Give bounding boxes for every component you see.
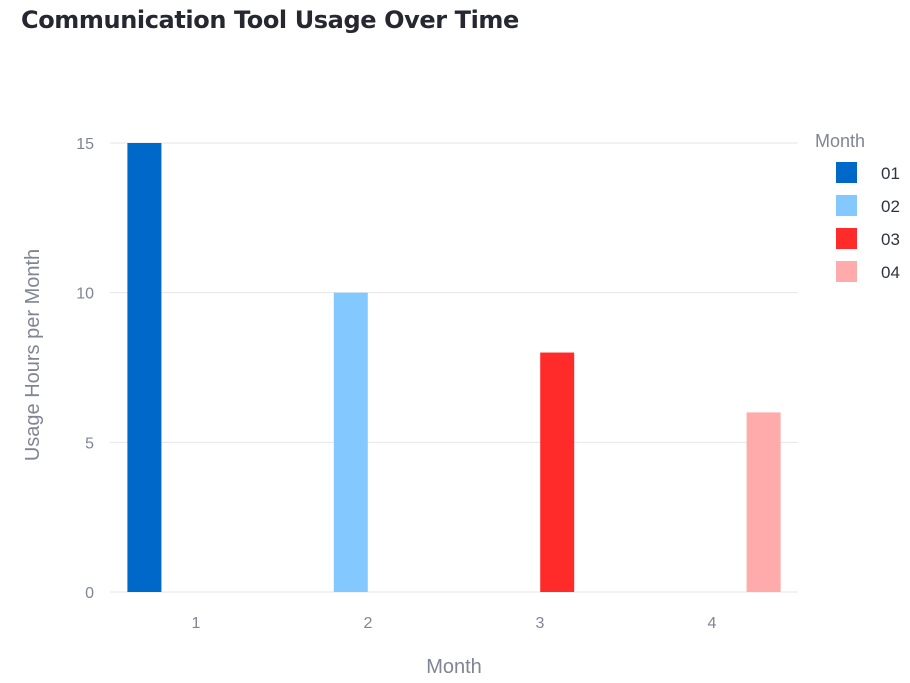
x-tick-label: 2 [364, 615, 373, 632]
bar [746, 412, 781, 592]
bar [127, 143, 162, 592]
x-tick-label: 1 [192, 615, 201, 632]
y-tick-label: 0 [85, 585, 94, 602]
bars [127, 143, 781, 592]
bar [540, 352, 575, 592]
legend-label: 03 [881, 230, 900, 249]
y-axis-title: Usage Hours per Month [22, 249, 44, 461]
legend: Month 01 02 03 04 [815, 131, 900, 282]
x-tick-label: 3 [536, 615, 545, 632]
gridlines [110, 142, 798, 593]
y-tick-label: 10 [76, 286, 94, 303]
legend-swatch [836, 195, 857, 216]
chart-title: Communication Tool Usage Over Time [21, 6, 519, 34]
legend-swatch [836, 228, 857, 249]
legend-label: 01 [881, 164, 900, 183]
legend-label: 02 [881, 197, 900, 216]
legend-title: Month [815, 131, 865, 151]
legend-label: 04 [881, 263, 900, 282]
y-tick-labels: 0 5 10 15 [76, 136, 94, 602]
x-tick-labels: 1 2 3 4 [192, 615, 717, 632]
x-axis-title: Month [426, 656, 482, 678]
legend-swatch [836, 261, 857, 282]
bar [333, 292, 368, 592]
x-tick-label: 4 [708, 615, 717, 632]
y-tick-label: 5 [85, 435, 94, 452]
legend-swatch [836, 162, 857, 183]
y-tick-label: 15 [76, 136, 94, 153]
